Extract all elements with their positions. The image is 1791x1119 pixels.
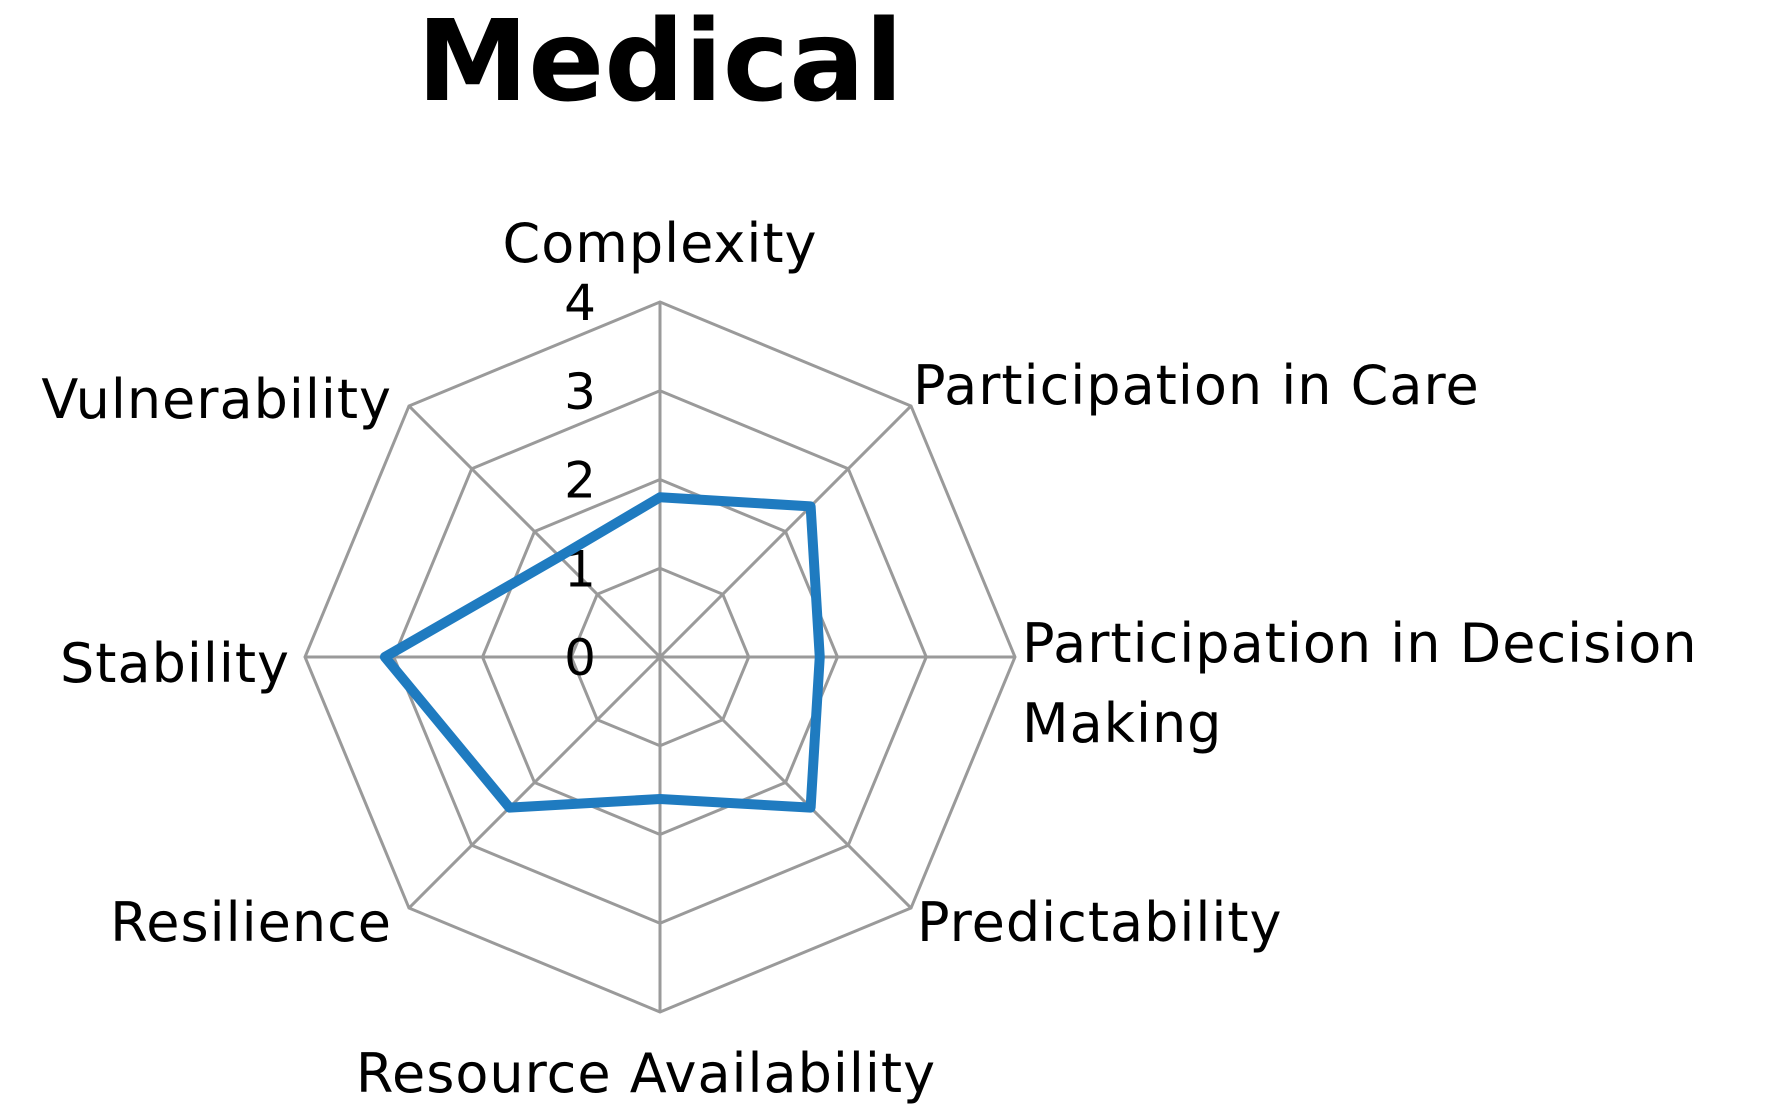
axis-labels: Complexity Participation in Care Participa… — [41, 212, 1698, 1105]
tick-label: 4 — [564, 274, 596, 332]
axis-label: Making — [1022, 692, 1222, 755]
data-point — [659, 496, 661, 498]
series-line — [379, 492, 825, 813]
axis-label: Participation in Decision — [1022, 612, 1698, 675]
axis-label: Complexity — [503, 212, 818, 275]
spoke-6 — [407, 655, 662, 910]
series-layer — [379, 492, 825, 813]
tick-label: 2 — [564, 452, 596, 510]
chart-title: Medical — [417, 0, 903, 127]
axis-label: Participation in Care — [913, 354, 1480, 417]
tick-label: 3 — [564, 363, 596, 421]
axis-label: Vulnerability — [41, 368, 392, 431]
data-point — [384, 656, 386, 658]
data-point — [559, 556, 561, 558]
data-point — [810, 505, 812, 507]
axis-label: Predictability — [917, 891, 1283, 954]
tick-label: 0 — [564, 629, 596, 687]
data-point — [508, 807, 510, 809]
spoke-8 — [407, 404, 662, 659]
data-point — [659, 798, 661, 800]
axis-label: Stability — [60, 632, 290, 695]
spoke-2 — [658, 404, 913, 659]
axis-label: Resilience — [110, 891, 392, 954]
radar-grid — [303, 300, 1017, 1014]
axis-label: Resource Availability — [356, 1042, 936, 1105]
data-point — [810, 807, 812, 809]
spoke-4 — [658, 655, 913, 910]
data-point — [819, 656, 821, 658]
